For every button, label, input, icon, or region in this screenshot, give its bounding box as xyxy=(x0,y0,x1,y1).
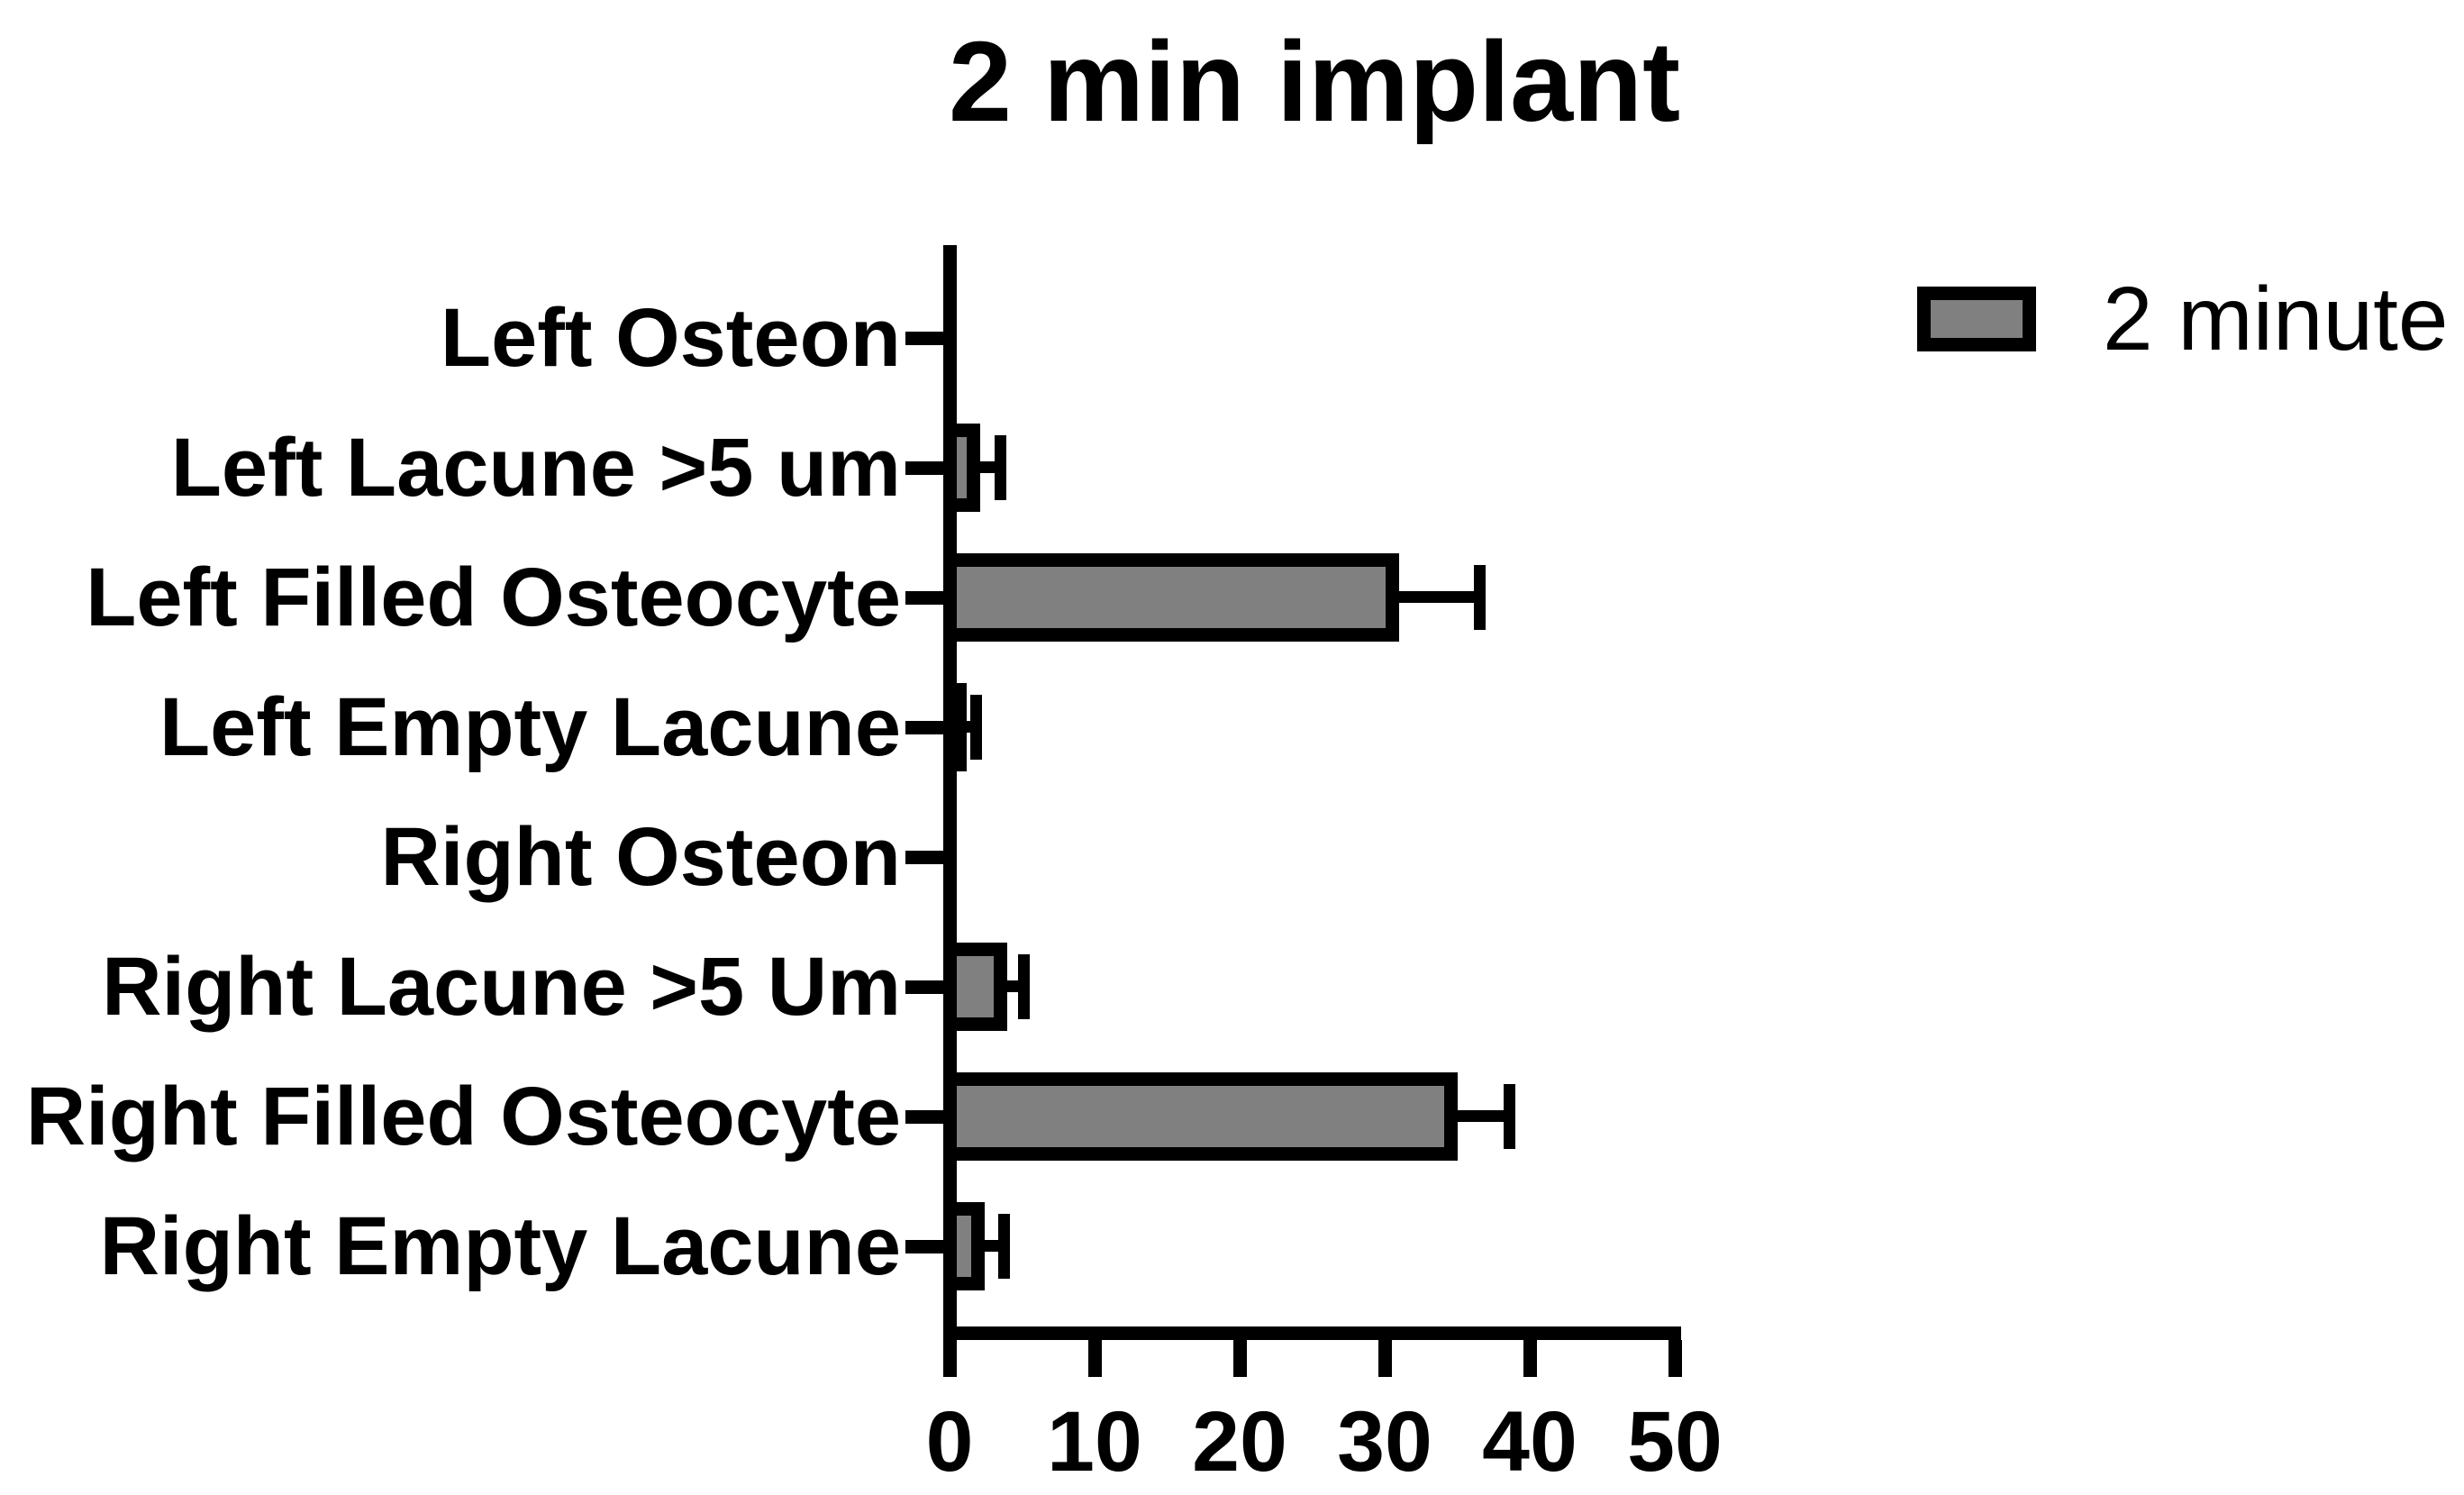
x-tick-label: 0 xyxy=(925,1394,974,1490)
legend: 2 minute xyxy=(1917,269,2449,369)
x-tick-label: 40 xyxy=(1482,1394,1578,1490)
chart-title: 2 min implant xyxy=(948,18,1681,145)
category-label: Left Osteon xyxy=(440,292,901,384)
x-axis-tick xyxy=(1668,1340,1682,1377)
error-bar-cap xyxy=(1018,954,1031,1019)
category-tick xyxy=(905,980,943,994)
category-label: Right Osteon xyxy=(380,811,901,903)
category-label: Right Filled Osteocyte xyxy=(25,1071,901,1162)
error-bar-cap xyxy=(997,1214,1010,1279)
category-tick xyxy=(905,1110,943,1124)
error-bar-line xyxy=(1457,1110,1510,1122)
y-axis-line xyxy=(943,245,957,1340)
bar-fill xyxy=(957,1086,1444,1147)
bar-fill xyxy=(957,1216,971,1277)
error-bar-cap xyxy=(1473,565,1486,630)
legend-swatch xyxy=(1917,287,2036,351)
category-tick xyxy=(905,591,943,605)
category-label: Right Empty Lacune xyxy=(99,1200,901,1292)
x-axis-tick xyxy=(943,1340,957,1377)
error-bar-cap xyxy=(995,435,1007,500)
category-label: Left Filled Osteocyte xyxy=(86,552,901,643)
x-tick-label: 30 xyxy=(1337,1394,1432,1490)
bar-fill xyxy=(957,956,995,1017)
bar-fill xyxy=(957,437,967,498)
x-axis-tick xyxy=(1378,1340,1392,1377)
error-bar-cap xyxy=(969,695,982,760)
category-label: Left Lacune >5 um xyxy=(170,422,901,514)
x-axis-tick xyxy=(1088,1340,1102,1377)
x-tick-label: 10 xyxy=(1047,1394,1142,1490)
x-axis-line xyxy=(943,1326,1681,1340)
error-bar-cap xyxy=(1504,1084,1516,1149)
legend-label: 2 minute xyxy=(2103,269,2449,369)
x-axis-tick xyxy=(1233,1340,1247,1377)
error-bar-line xyxy=(1399,591,1479,603)
x-axis-tick xyxy=(1523,1340,1537,1377)
bar xyxy=(943,553,1400,642)
category-tick xyxy=(905,332,943,345)
category-tick xyxy=(905,851,943,864)
category-label: Right Lacune >5 Um xyxy=(102,941,901,1033)
bar xyxy=(943,1072,1458,1161)
bar-fill xyxy=(957,567,1387,628)
x-tick-label: 20 xyxy=(1192,1394,1287,1490)
category-label: Left Empty Lacune xyxy=(159,681,901,773)
category-tick xyxy=(905,461,943,475)
category-tick xyxy=(905,721,943,734)
x-tick-label: 50 xyxy=(1627,1394,1723,1490)
category-tick xyxy=(905,1240,943,1253)
